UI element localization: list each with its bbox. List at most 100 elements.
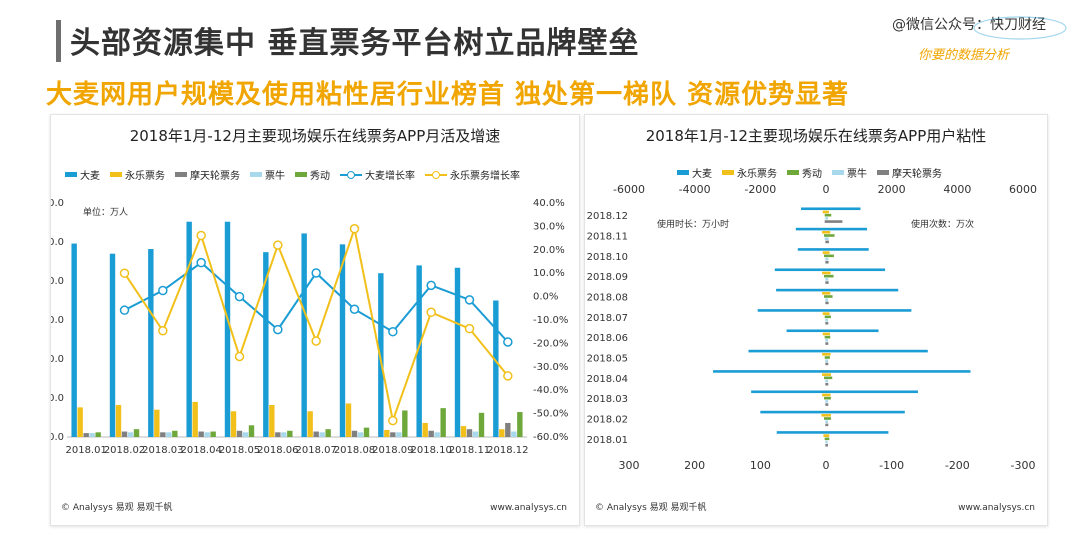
line-point — [503, 371, 513, 381]
legend-item: 大麦 — [677, 165, 712, 180]
x-tick-label: 2018.01 — [65, 445, 106, 456]
duration-bar — [822, 251, 826, 254]
source-url: www.analysys.cn — [490, 503, 567, 513]
duration-bar — [825, 443, 826, 447]
duration-bar — [751, 390, 826, 394]
duration-bar — [822, 271, 826, 275]
legend-item: 大麦增长率 — [340, 167, 415, 182]
duration-bar — [824, 417, 826, 420]
sessions-bar — [826, 315, 831, 319]
legend-swatch — [295, 172, 307, 177]
bar — [269, 405, 275, 437]
sessions-bar — [826, 298, 828, 301]
duration-bar — [825, 362, 826, 366]
bar — [154, 409, 160, 437]
duration-bar — [824, 356, 826, 359]
bar — [402, 410, 408, 437]
bottom-tick-label: -300 — [1011, 459, 1036, 472]
chart-title: 2018年1月-12主要现场娱乐在线票务APP用户粘性 — [645, 127, 987, 145]
legend-label: 大麦 — [692, 169, 712, 180]
chart-title: 2018年1月-12月主要现场娱乐在线票务APP月活及增速 — [129, 127, 501, 145]
bar — [511, 431, 517, 437]
sessions-bar — [826, 237, 829, 240]
unit-label: 单位：万人 — [83, 208, 129, 218]
sessions-bar — [826, 431, 889, 434]
bar — [248, 425, 255, 437]
source-url: www.analysys.cn — [958, 503, 1035, 513]
line-point — [273, 324, 283, 335]
sessions-bar — [826, 292, 831, 295]
stickiness-chart-panel: 2018年1月-12主要现场娱乐在线票务APP用户粘性 大麦 永乐票务 秀动 票牛 摩天… — [584, 114, 1048, 526]
duration-bar — [824, 315, 826, 319]
y2-tick-label: 40.0% — [533, 198, 565, 209]
bar — [287, 430, 293, 437]
y2-tick-label: 30.0% — [533, 221, 565, 232]
bottom-tick-label: -100 — [879, 459, 904, 472]
sessions-bar — [826, 349, 928, 353]
bar — [416, 265, 422, 437]
bar — [378, 273, 384, 437]
x-tick-label: 2018.08 — [334, 445, 375, 456]
series-line — [123, 224, 509, 425]
duration-bar — [825, 257, 826, 261]
duration-bar — [825, 359, 826, 362]
bar — [434, 432, 440, 437]
sessions-bar — [826, 248, 869, 251]
legend-item: 永乐票务 — [110, 167, 165, 182]
sessions-bar — [826, 417, 831, 420]
duration-bar — [825, 298, 826, 301]
bar — [263, 252, 269, 437]
y2-tick-label: -20.0% — [533, 338, 568, 349]
duration-bar — [797, 248, 826, 251]
sessions-bar — [826, 335, 831, 339]
legend-swatch — [877, 170, 889, 175]
bar — [428, 430, 434, 437]
sessions-bar — [826, 414, 831, 417]
bar — [325, 429, 331, 437]
y2-tick-label: 10.0% — [533, 268, 565, 279]
duration-bar — [822, 353, 826, 356]
sessions-bar — [826, 423, 829, 427]
bar — [186, 221, 192, 437]
duration-bar — [824, 396, 826, 400]
duration-bar — [774, 268, 826, 272]
category-label: 2018.02 — [587, 415, 628, 426]
duration-bar — [825, 420, 826, 423]
sessions-bar — [826, 329, 879, 333]
duration-bar — [822, 312, 826, 315]
legend-swatch — [65, 172, 77, 177]
bar — [396, 432, 402, 437]
sessions-bar — [826, 254, 834, 258]
duration-bar — [825, 318, 826, 322]
bottom-tick-label: -200 — [945, 459, 970, 472]
duration-bar — [825, 339, 826, 342]
sessions-bar — [826, 301, 829, 305]
bar — [204, 432, 210, 437]
sessions-bar — [826, 257, 829, 261]
y-tick-label: 200.0 — [51, 276, 64, 287]
line-point — [426, 280, 436, 291]
duration-bar — [801, 207, 826, 211]
bar — [357, 432, 364, 437]
duration-bar — [824, 295, 826, 298]
mau-chart-panel: 2018年1月-12月主要现场娱乐在线票务APP月活及增速 大麦 永乐票务 摩天轮票… — [50, 114, 580, 526]
x-tick-label: 2018.06 — [257, 445, 298, 456]
source-credit: © Analysys 易观 易观千帆 — [61, 503, 173, 513]
bar — [160, 432, 166, 437]
bar — [313, 431, 319, 437]
sessions-bar — [826, 339, 828, 342]
duration-bar — [825, 403, 826, 406]
legend-label: 秀动 — [802, 169, 822, 180]
bar — [121, 431, 128, 437]
bar — [127, 432, 134, 437]
bar — [363, 427, 370, 437]
line-point — [426, 307, 436, 318]
legend-item: 票牛 — [832, 165, 867, 180]
y-tick-label: 0.0 — [51, 432, 64, 443]
x-tick-label: 2018.03 — [142, 445, 183, 456]
y-tick-label: 50.0 — [51, 393, 64, 404]
legend-swatch — [110, 172, 122, 177]
top-tick-label: 4000 — [943, 183, 971, 196]
bar — [345, 403, 352, 437]
bar — [307, 411, 313, 437]
